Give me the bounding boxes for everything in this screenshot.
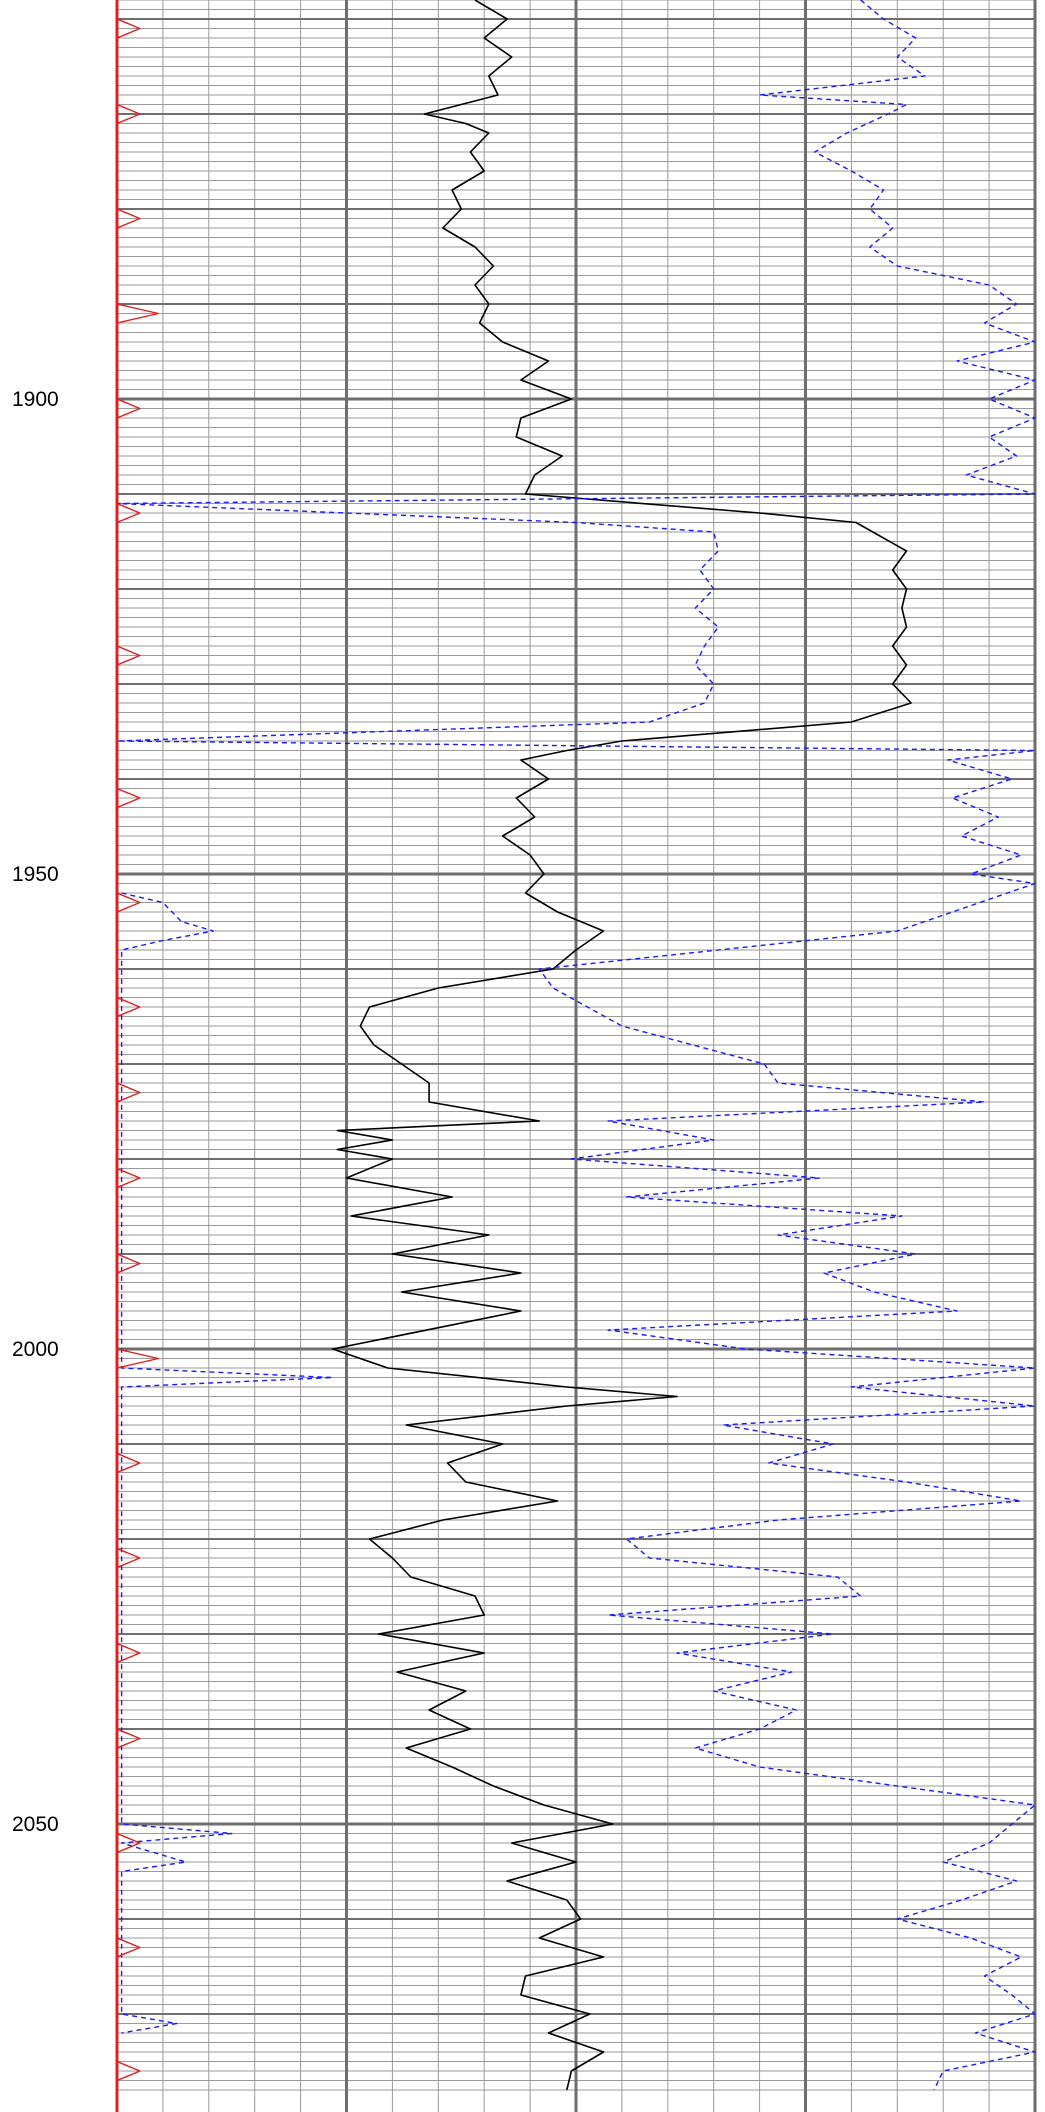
depth-label-1900: 1900	[12, 388, 59, 411]
major-grid	[115, 0, 1037, 2112]
log-curve-0	[331, 0, 912, 2091]
depth-axis-labels: 1900 1950 2000 2050	[12, 388, 59, 1836]
depth-label-2050: 2050	[12, 1813, 59, 1836]
log-curve-3	[116, 0, 159, 2082]
log-curve-2	[120, 892, 334, 2034]
depth-label-2000: 2000	[12, 1338, 59, 1361]
depth-label-1950: 1950	[12, 863, 59, 886]
log-curve-1	[116, 0, 1036, 2091]
curve-layer	[115, 0, 1036, 2112]
